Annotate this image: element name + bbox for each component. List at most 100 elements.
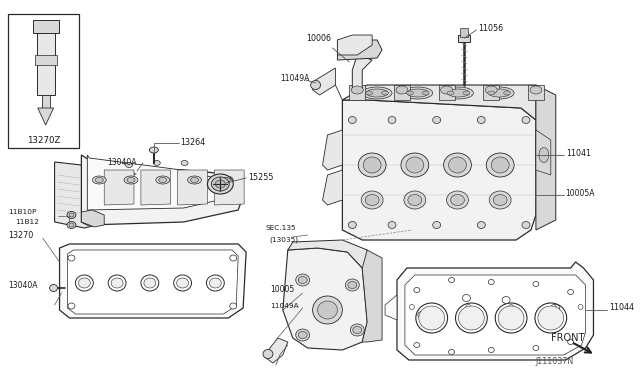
Ellipse shape [68,255,75,261]
Ellipse shape [408,195,422,205]
Text: SEC.135: SEC.135 [266,225,296,231]
Ellipse shape [551,305,556,310]
Ellipse shape [230,303,237,309]
Ellipse shape [447,191,468,209]
Polygon shape [352,55,372,90]
Text: 13040A: 13040A [8,282,37,291]
Ellipse shape [449,157,467,173]
Ellipse shape [578,305,583,310]
Text: 10005A: 10005A [566,189,595,198]
Ellipse shape [486,153,514,177]
Polygon shape [283,248,367,350]
Polygon shape [349,85,365,100]
Text: FRONT: FRONT [551,333,584,343]
Ellipse shape [414,343,420,347]
Ellipse shape [533,282,539,286]
Ellipse shape [69,223,74,227]
Polygon shape [362,250,382,342]
Ellipse shape [350,324,364,336]
Text: (13035): (13035) [269,237,298,243]
Text: 10006: 10006 [306,33,331,42]
Ellipse shape [296,329,310,341]
Ellipse shape [388,221,396,228]
Ellipse shape [440,86,452,94]
Polygon shape [397,262,593,360]
Ellipse shape [502,296,510,304]
Ellipse shape [348,221,356,228]
Ellipse shape [406,91,413,95]
Polygon shape [342,100,536,240]
Ellipse shape [552,305,560,311]
Polygon shape [81,155,243,225]
Text: 11B12: 11B12 [15,219,39,225]
Ellipse shape [361,191,383,209]
Ellipse shape [69,213,74,217]
Ellipse shape [396,86,408,94]
Ellipse shape [447,91,454,95]
Ellipse shape [489,191,511,209]
Ellipse shape [124,176,138,184]
Ellipse shape [366,89,388,97]
Text: 11049A: 11049A [270,303,299,309]
Ellipse shape [177,278,189,288]
Ellipse shape [466,305,471,310]
Text: 13270: 13270 [8,231,33,240]
Polygon shape [438,85,454,100]
Polygon shape [385,295,397,320]
Text: 13264: 13264 [180,138,205,147]
Ellipse shape [458,306,484,330]
Ellipse shape [220,176,233,184]
Ellipse shape [173,275,191,291]
Ellipse shape [127,177,135,183]
Polygon shape [323,130,342,170]
Text: 11056: 11056 [478,23,504,32]
Ellipse shape [485,86,497,94]
Ellipse shape [76,275,93,291]
Polygon shape [8,14,79,148]
Ellipse shape [535,303,566,333]
Ellipse shape [447,89,469,97]
Ellipse shape [463,91,470,95]
Ellipse shape [404,191,426,209]
Text: 13040A: 13040A [107,157,137,167]
Polygon shape [337,35,372,55]
Polygon shape [342,85,536,120]
Ellipse shape [68,303,75,309]
Polygon shape [536,85,556,230]
Ellipse shape [504,91,511,95]
Ellipse shape [365,91,372,95]
Ellipse shape [433,221,440,228]
Ellipse shape [358,153,386,177]
Polygon shape [141,170,171,205]
Polygon shape [33,20,58,33]
Polygon shape [35,55,56,65]
Ellipse shape [488,347,494,353]
Text: 13270Z: 13270Z [27,135,60,144]
Ellipse shape [401,153,429,177]
Text: 15255: 15255 [248,173,274,182]
Ellipse shape [108,275,126,291]
Ellipse shape [522,221,530,228]
Polygon shape [458,35,470,42]
Ellipse shape [568,289,573,295]
Ellipse shape [154,160,160,166]
Ellipse shape [433,116,440,124]
Ellipse shape [125,163,132,167]
Ellipse shape [144,278,156,288]
Polygon shape [178,170,207,205]
Ellipse shape [539,148,549,163]
Ellipse shape [538,306,564,330]
Ellipse shape [533,346,539,350]
Ellipse shape [215,180,225,188]
Ellipse shape [477,221,485,228]
Ellipse shape [403,87,433,99]
Ellipse shape [207,275,224,291]
Ellipse shape [381,91,388,95]
Ellipse shape [348,282,356,289]
Ellipse shape [522,116,530,124]
Text: 11044: 11044 [609,304,634,312]
Ellipse shape [568,340,573,344]
Ellipse shape [449,350,454,355]
Polygon shape [36,30,54,95]
Ellipse shape [451,195,465,205]
